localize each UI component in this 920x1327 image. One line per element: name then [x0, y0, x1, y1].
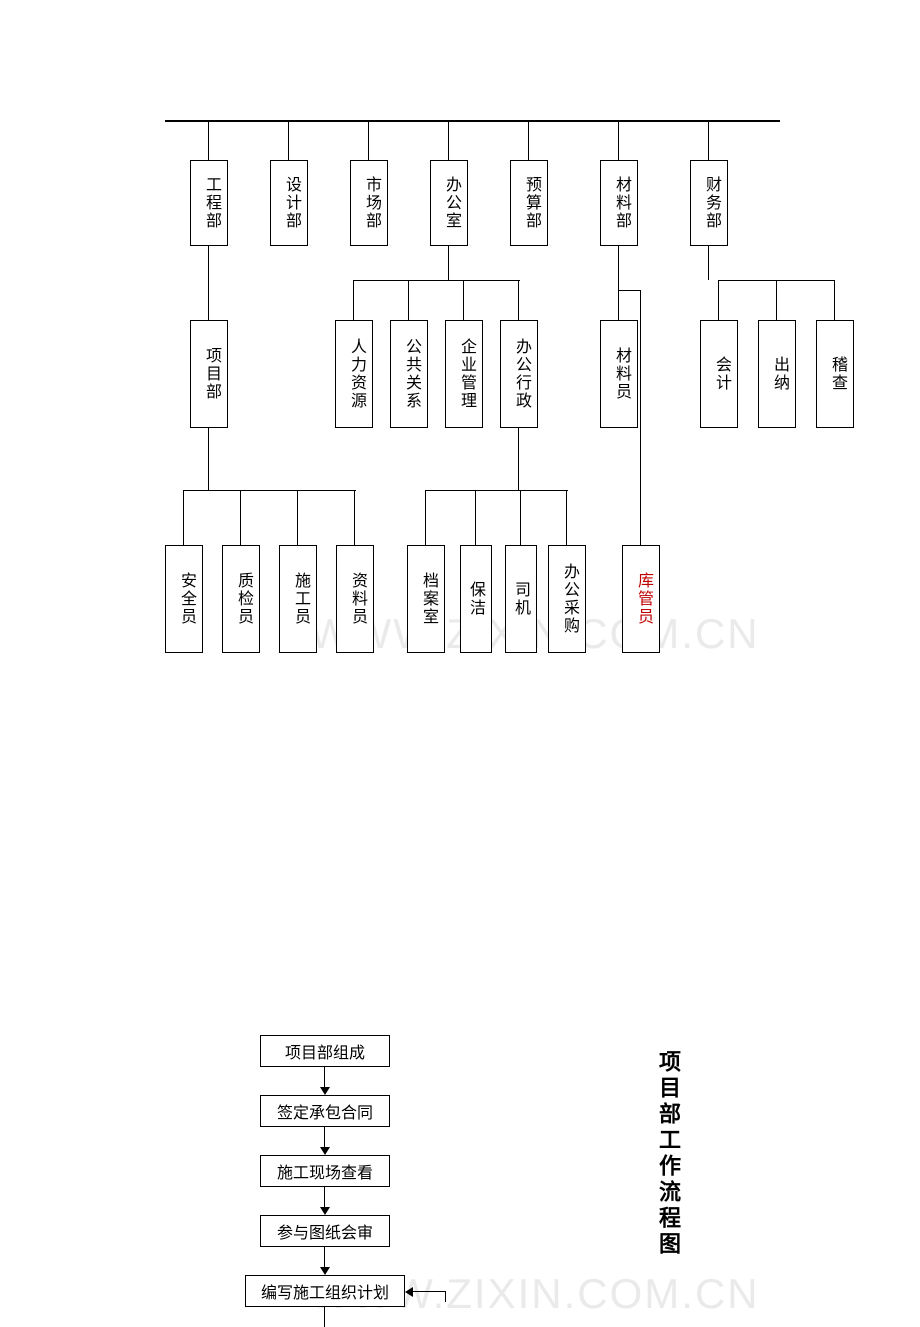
- org-conn: [208, 246, 209, 320]
- flow-node-5: 编写施工组织计划: [245, 1275, 405, 1307]
- org-conn: [708, 246, 709, 280]
- org-conn: [183, 490, 356, 491]
- dept-engineering: 工程部: [190, 160, 228, 246]
- org-stub: [288, 120, 289, 160]
- org-conn: [463, 280, 464, 320]
- org-stub: [368, 120, 369, 160]
- arrow-down-icon: [320, 1147, 330, 1155]
- flow-node-4: 参与图纸会审: [260, 1215, 390, 1247]
- org-conn: [518, 280, 519, 320]
- org-stub: [618, 120, 619, 160]
- org-conn: [425, 490, 426, 545]
- org-conn: [518, 428, 519, 490]
- box-warehouse: 库管员: [622, 545, 660, 653]
- box-auditor: 稽查: [816, 320, 854, 428]
- org-stub: [448, 120, 449, 160]
- box-enterprise-mgmt: 企业管理: [445, 320, 483, 428]
- org-conn: [208, 428, 209, 490]
- flow-back-edge: [445, 1291, 446, 1302]
- org-conn: [354, 490, 355, 545]
- org-stub: [208, 120, 209, 160]
- flow-node-1: 项目部组成: [260, 1035, 390, 1067]
- org-conn: [618, 246, 619, 290]
- org-stub: [708, 120, 709, 160]
- dept-material: 材料部: [600, 160, 638, 246]
- org-conn: [353, 280, 354, 320]
- box-data: 资料员: [336, 545, 374, 653]
- org-conn: [425, 490, 568, 491]
- flow-node-2: 签定承包合同: [260, 1095, 390, 1127]
- box-safety: 安全员: [165, 545, 203, 653]
- flow-arrow: [324, 1307, 325, 1327]
- org-conn: [240, 490, 241, 545]
- dept-market: 市场部: [350, 160, 388, 246]
- arrow-down-icon: [320, 1087, 330, 1095]
- org-conn: [520, 490, 521, 545]
- org-conn: [834, 280, 835, 320]
- org-conn: [776, 280, 777, 320]
- dept-office: 办公室: [430, 160, 468, 246]
- box-cashier: 出纳: [758, 320, 796, 428]
- org-top-bar: [165, 120, 780, 122]
- org-conn: [448, 246, 449, 280]
- arrow-down-icon: [320, 1267, 330, 1275]
- org-conn: [618, 290, 641, 291]
- dept-finance: 财务部: [690, 160, 728, 246]
- org-conn: [183, 490, 184, 545]
- box-accountant: 会计: [700, 320, 738, 428]
- org-conn: [353, 280, 520, 281]
- flow-arrow: [324, 1127, 325, 1147]
- flow-arrow: [324, 1067, 325, 1087]
- arrow-left-icon: [405, 1287, 413, 1297]
- flow-back-edge: [413, 1291, 445, 1292]
- org-conn: [408, 280, 409, 320]
- box-office-admin: 办公行政: [500, 320, 538, 428]
- box-project-dept: 项目部: [190, 320, 228, 428]
- org-conn: [618, 290, 619, 320]
- org-stub: [528, 120, 529, 160]
- box-archive: 档案室: [407, 545, 445, 653]
- box-cleaner: 保洁: [460, 545, 492, 653]
- flowchart-title: 项目部工作流程图: [652, 1050, 684, 1258]
- org-conn: [640, 290, 641, 545]
- org-conn: [718, 280, 719, 320]
- org-conn: [297, 490, 298, 545]
- box-driver: 司机: [505, 545, 537, 653]
- flow-node-3: 施工现场查看: [260, 1155, 390, 1187]
- arrow-down-icon: [320, 1207, 330, 1215]
- dept-budget: 预算部: [510, 160, 548, 246]
- box-office-procure: 办公采购: [548, 545, 586, 653]
- org-conn: [566, 490, 567, 545]
- box-builder: 施工员: [279, 545, 317, 653]
- box-quality: 质检员: [222, 545, 260, 653]
- flow-arrow: [324, 1247, 325, 1267]
- box-material-clerk: 材料员: [600, 320, 638, 428]
- box-hr: 人力资源: [335, 320, 373, 428]
- dept-design: 设计部: [270, 160, 308, 246]
- flow-arrow: [324, 1187, 325, 1207]
- box-pr: 公共关系: [390, 320, 428, 428]
- org-conn: [475, 490, 476, 545]
